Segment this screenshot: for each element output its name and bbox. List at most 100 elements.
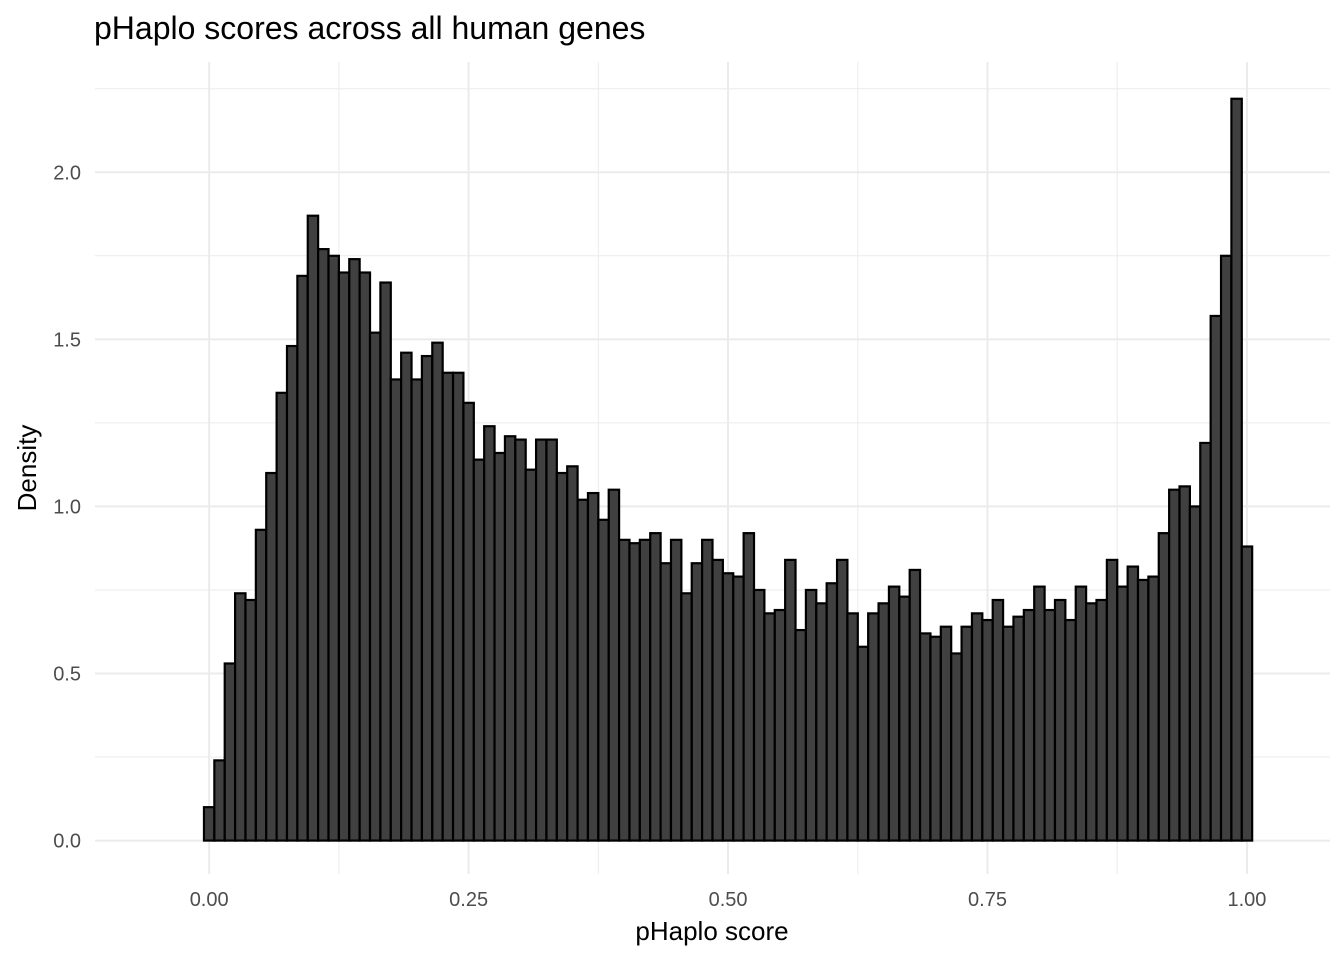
histogram-bar (1240, 545, 1254, 842)
histogram-bar (368, 331, 382, 842)
histogram-bar (607, 488, 621, 842)
histogram-bar (701, 538, 714, 842)
x-tick-label: 0.00 (190, 889, 229, 911)
histogram-bar (275, 391, 289, 842)
x-tick-label: 0.50 (709, 889, 748, 911)
histogram-bar (711, 558, 724, 842)
histogram-bar (825, 582, 839, 842)
histogram-bar (732, 575, 745, 842)
histogram-bar (835, 558, 849, 842)
y-tick-label: 1.0 (53, 496, 81, 518)
histogram-bar (929, 635, 942, 842)
histogram-bar (597, 518, 610, 842)
histogram-bar (617, 538, 631, 842)
histogram-bar (628, 542, 641, 842)
histogram-bar (1209, 314, 1223, 842)
y-tick-label: 0.5 (53, 664, 81, 686)
histogram-bar (1157, 532, 1171, 842)
histogram-bar (784, 558, 797, 842)
histogram-bar (317, 248, 330, 842)
histogram-bar (483, 425, 496, 842)
histogram-bar (752, 588, 766, 842)
histogram-bar (638, 538, 652, 842)
histogram-bar (918, 632, 932, 842)
histogram-bar (773, 608, 787, 842)
histogram-bar (451, 371, 465, 842)
histogram-bar (1033, 585, 1046, 842)
histogram-bar (846, 612, 859, 842)
histogram-bar (202, 806, 216, 842)
histogram-bar (327, 254, 340, 842)
histogram-bar (649, 532, 662, 842)
histogram-bar (887, 585, 901, 842)
histogram-bar (389, 378, 403, 842)
y-axis-label: Density (12, 425, 42, 512)
histogram-bar (555, 471, 569, 842)
histogram-bar (431, 341, 444, 842)
histogram-bar (1095, 598, 1108, 842)
histogram-bar (908, 568, 922, 842)
histogram-bar (970, 612, 984, 842)
histogram-bar (1136, 578, 1150, 842)
y-tick-label: 2.0 (53, 162, 81, 184)
histogram-bar (680, 592, 693, 842)
histogram-bar (586, 491, 600, 842)
histogram-bar (223, 662, 237, 842)
histogram-bar (1043, 608, 1057, 842)
histogram-bar (794, 628, 808, 842)
histogram-bar (545, 438, 558, 842)
histogram-bar (441, 371, 455, 842)
y-tick-label: 0.0 (53, 831, 81, 853)
histogram-bar (348, 258, 361, 842)
histogram-bar (566, 465, 579, 842)
histogram-bar (981, 618, 994, 842)
histogram-bar (462, 401, 475, 842)
histogram-bar (400, 351, 413, 842)
histogram-bar (1064, 618, 1077, 842)
histogram-bar (1053, 598, 1067, 842)
histogram-bar (234, 592, 247, 842)
chart-title: pHaplo scores across all human genes (94, 10, 645, 46)
histogram-bar (1105, 558, 1119, 842)
histogram-bar (804, 588, 818, 842)
y-axis-ticks: 0.0 0.5 1.0 1.5 2.0 (53, 162, 81, 852)
histogram-bar (1199, 441, 1212, 842)
histogram-bar (763, 612, 776, 842)
histogram-bar (379, 281, 392, 842)
histogram-bar (420, 354, 434, 842)
histogram-bar (1022, 608, 1036, 842)
histogram-bar (1074, 585, 1088, 842)
histogram-bar (991, 598, 1005, 842)
x-tick-label: 0.25 (449, 889, 488, 911)
histogram-bar (576, 498, 590, 842)
histogram-bar (898, 595, 911, 842)
histogram-bar (815, 602, 828, 842)
x-axis-ticks: 0.00 0.25 0.50 0.75 1.00 (190, 889, 1267, 911)
histogram-bar (1147, 575, 1160, 842)
histogram-bar (1085, 602, 1098, 842)
histogram-bar (265, 471, 278, 842)
histogram-bar (742, 532, 756, 842)
y-tick-label: 1.5 (53, 329, 81, 351)
histogram-bar (358, 271, 372, 842)
histogram-bar (244, 598, 257, 842)
histogram-bar (960, 625, 974, 842)
histogram-bar (1012, 615, 1025, 842)
histogram-bar (306, 214, 320, 842)
histogram-bar (669, 538, 683, 842)
histogram-bar (950, 652, 963, 842)
histogram-bar (659, 562, 673, 842)
histogram-bar (690, 562, 704, 842)
histogram-bar (1126, 565, 1140, 842)
x-axis-label: pHaplo score (635, 916, 788, 946)
histogram-bar (1168, 488, 1181, 842)
histogram-bar (524, 468, 538, 842)
histogram-bar (867, 612, 880, 842)
histogram-bar (721, 572, 735, 842)
histogram-bar (1219, 254, 1233, 842)
histogram-bar (534, 438, 548, 842)
histogram-bar (254, 528, 268, 842)
histogram-bar (337, 271, 351, 842)
histogram-bar (213, 759, 226, 842)
